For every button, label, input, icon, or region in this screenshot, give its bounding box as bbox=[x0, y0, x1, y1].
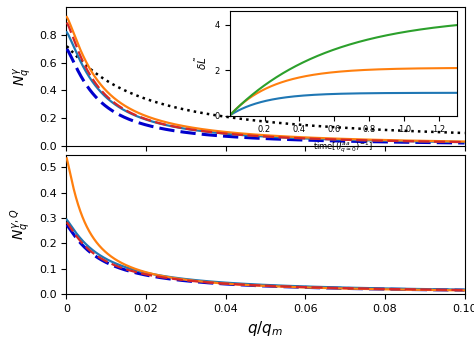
X-axis label: $q/q_m$: $q/q_m$ bbox=[247, 319, 283, 338]
Y-axis label: $N_q^\gamma$: $N_q^\gamma$ bbox=[11, 67, 33, 86]
Y-axis label: $N_q^{\gamma,Q}$: $N_q^{\gamma,Q}$ bbox=[9, 209, 33, 240]
